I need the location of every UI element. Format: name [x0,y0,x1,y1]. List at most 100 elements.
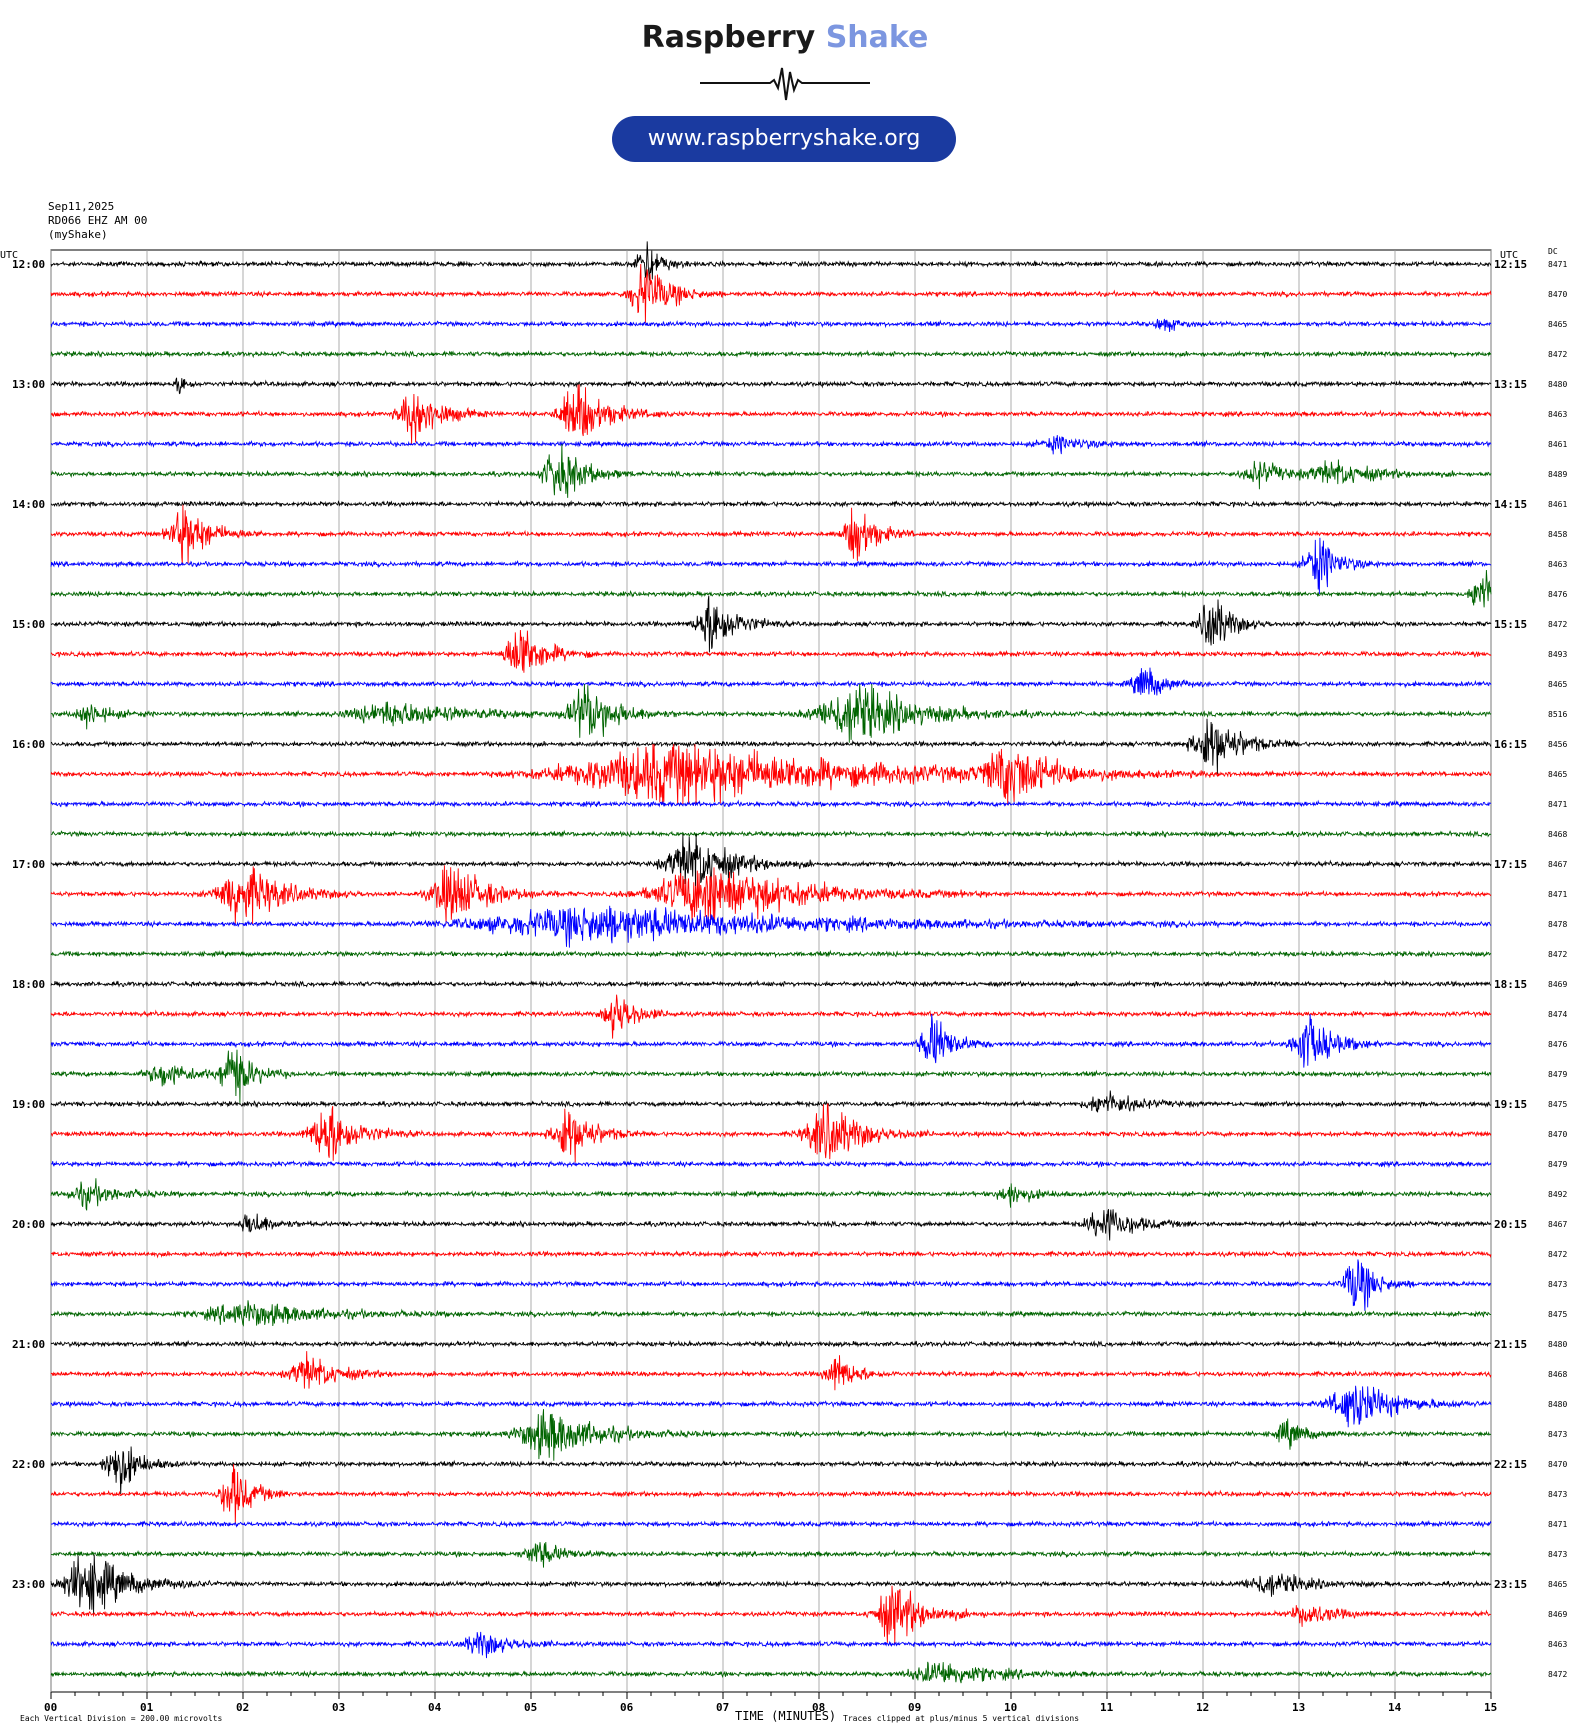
seismic-trace [50,1409,1492,1461]
dc-offset-label: 8465 [1548,770,1567,779]
seismic-trace [50,1541,1492,1568]
brand-name-part2: Shake [825,20,929,55]
seismic-trace [50,537,1492,595]
dc-offset-label: 8470 [1548,1130,1567,1139]
hour-label-right: 16:15 [1494,738,1527,751]
dc-offset-label: 8471 [1548,260,1567,269]
hour-label-right: 20:15 [1494,1218,1527,1231]
seismic-trace [50,435,1492,455]
hour-label-left: 20:00 [12,1218,45,1231]
x-axis-title: TIME (MINUTES) [735,1709,836,1723]
hour-label-right: 18:15 [1494,978,1527,991]
seismic-trace [50,718,1492,775]
seismic-trace [50,1446,1492,1495]
dc-offset-label: 8461 [1548,440,1567,449]
x-tick-label: 08 [812,1701,825,1714]
dc-offset-label: 8465 [1548,1580,1567,1589]
seismic-trace [50,667,1492,696]
dc-offset-label: 8473 [1548,1280,1567,1289]
x-tick-label: 09 [908,1701,921,1714]
seismic-trace [50,979,1492,989]
seismic-trace [50,595,1492,653]
seismic-trace [50,1178,1492,1211]
dc-offset-label: 8473 [1548,1430,1567,1439]
raspberry-shake-logo: Raspberry Shake www.raspberryshake.org [0,0,1570,180]
hour-label-right: 13:15 [1494,378,1527,391]
seismic-wave-icon [700,67,870,101]
x-tick-label: 11 [1100,1701,1114,1714]
dc-offset-label: 8473 [1548,1490,1567,1499]
hour-label-right: 12:15 [1494,258,1527,271]
seismic-trace [50,1554,1492,1615]
dc-offset-label: 8480 [1548,1340,1567,1349]
x-tick-label: 07 [716,1701,729,1714]
x-tick-label: 01 [140,1701,154,1714]
dc-offset-label: 8458 [1548,530,1567,539]
seismic-trace [50,949,1492,959]
hour-label-right: 19:15 [1494,1098,1527,1111]
x-tick-label: 02 [236,1701,249,1714]
seismic-trace [50,1385,1492,1428]
hour-label-right: 14:15 [1494,498,1527,511]
seismic-trace [50,241,1492,281]
dc-offset-label: 8468 [1548,830,1567,839]
x-tick-label: 12 [1196,1701,1209,1714]
dc-offset-label: 8470 [1548,1460,1567,1469]
x-tick-label: 05 [524,1701,537,1714]
website-link[interactable]: www.raspberryshake.org [612,116,956,162]
plot-grid [50,249,1492,1699]
seismic-trace [50,499,1492,509]
dc-offset-label: 8456 [1548,740,1567,749]
x-tick-label: 15 [1484,1701,1497,1714]
dc-offset-label: 8471 [1548,890,1567,899]
hour-label-right: 21:15 [1494,1338,1527,1351]
hour-label-left: 19:00 [12,1098,45,1111]
seismic-trace [50,905,1492,948]
dc-offset-label: 8463 [1548,560,1567,569]
hour-label-left: 16:00 [12,738,45,751]
dc-offset-label: 8463 [1548,410,1567,419]
date-label: Sep11,2025 [48,200,115,213]
seismic-trace [50,318,1492,333]
dc-offset-label: 8472 [1548,1250,1567,1259]
seismic-trace [50,1049,1492,1105]
seismic-trace [50,1351,1492,1391]
dc-offset-label: 8493 [1548,650,1567,659]
dc-offset-label: 8465 [1548,680,1567,689]
dc-offset-label: 8492 [1548,1190,1567,1199]
seismic-trace [50,1519,1492,1529]
dc-offset-label: 8467 [1548,1220,1567,1229]
seismic-trace [50,994,1492,1039]
dc-offset-label: 8476 [1548,1040,1567,1049]
dc-offset-label: 8476 [1548,590,1567,599]
seismic-trace [51,1249,1492,1259]
seismic-trace [50,1209,1492,1241]
hour-label-left: 21:00 [12,1338,45,1351]
seismic-trace [50,569,1492,608]
dc-header-label: DC [1548,247,1558,256]
dc-offset-label: 8472 [1548,620,1567,629]
dc-offset-label: 8463 [1548,1640,1567,1649]
dc-offset-label: 8468 [1548,1370,1567,1379]
dc-offset-label: 8479 [1548,1070,1567,1079]
x-tick-label: 14 [1388,1701,1402,1714]
seismic-trace [50,1090,1492,1113]
hour-label-left: 12:00 [12,258,45,271]
dc-offset-label: 8475 [1548,1100,1567,1109]
seismic-trace [50,865,1492,925]
dc-offset-label: 8472 [1548,950,1567,959]
dc-offset-label: 8469 [1548,1610,1567,1619]
utc-right-label: UTC [1500,250,1518,261]
seismic-trace [50,1013,1492,1068]
dc-offset-label: 8461 [1548,500,1567,509]
seismic-trace [50,349,1492,359]
seismic-trace [50,1463,1492,1524]
seismic-trace [50,833,1492,887]
seismic-trace [50,1103,1492,1163]
trace-group [50,241,1492,1684]
dc-offset-label: 8467 [1548,860,1567,869]
hour-label-left: 17:00 [12,858,45,871]
dc-offset-label: 8469 [1548,980,1567,989]
seismic-trace [50,377,1492,395]
seismic-trace [50,743,1492,805]
